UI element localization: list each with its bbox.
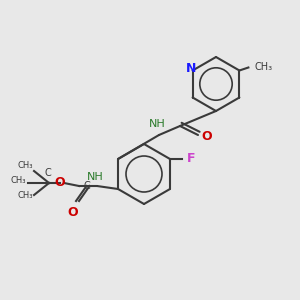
Text: CH₃: CH₃ (254, 62, 272, 73)
Text: F: F (187, 152, 195, 166)
Text: NH: NH (87, 172, 104, 182)
Text: NH: NH (149, 119, 166, 129)
Text: CH₃: CH₃ (17, 161, 32, 170)
Text: CH₃: CH₃ (17, 191, 32, 200)
Text: CH₃: CH₃ (10, 176, 26, 185)
Text: O: O (54, 176, 65, 190)
Text: N: N (186, 62, 196, 76)
Text: C: C (83, 181, 90, 191)
Text: C: C (44, 169, 51, 178)
Text: O: O (201, 130, 211, 143)
Text: O: O (68, 206, 78, 218)
